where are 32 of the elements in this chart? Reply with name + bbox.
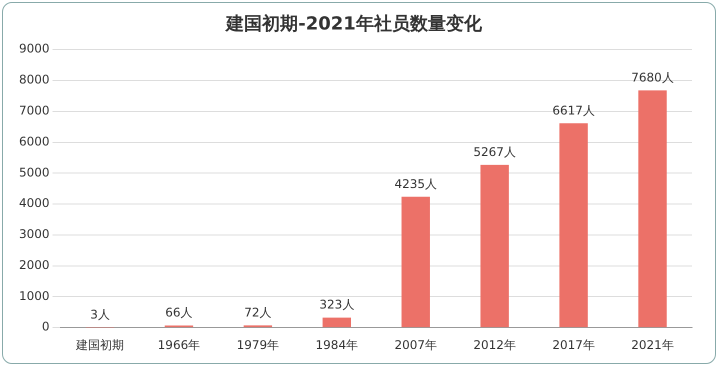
bar [402,196,430,328]
data-label: 5267人 [473,145,516,160]
y-tick-label: 1000 [18,288,50,303]
data-label: 72人 [244,306,272,320]
y-tick-label: 8000 [18,72,50,87]
x-tick-label: 2021年 [631,338,674,352]
x-tick-label: 2007年 [394,338,438,352]
x-tick-label: 1984年 [316,338,358,352]
y-tick-label: 5000 [18,165,50,180]
chart-title: 建国初期-2021年社员数量变化 [224,13,483,34]
data-label: 323人 [319,298,354,312]
y-tick-label: 2000 [18,258,50,272]
bar [559,123,588,328]
bar [322,318,352,328]
data-label: 6617人 [552,103,595,118]
data-label: 4235人 [394,176,438,191]
y-tick-label: 6000 [18,134,50,148]
bar [480,164,509,328]
x-tick-label: 建国初期 [75,338,124,352]
bar [638,90,667,328]
x-tick-label: 1966年 [158,338,200,352]
x-tick-label: 2012年 [473,338,516,352]
x-tick-label: 1979年 [236,338,280,352]
data-label: 3人 [90,308,110,322]
y-tick-label: 4000 [18,196,50,210]
y-tick-label: 0 [42,320,50,334]
y-tick-label: 7000 [18,104,50,118]
data-label: 7680人 [631,70,674,84]
x-tick-label: 2017年 [552,338,595,352]
data-label: 66人 [165,306,193,320]
y-tick-label: 3000 [18,227,50,242]
y-tick-label: 9000 [18,42,50,56]
